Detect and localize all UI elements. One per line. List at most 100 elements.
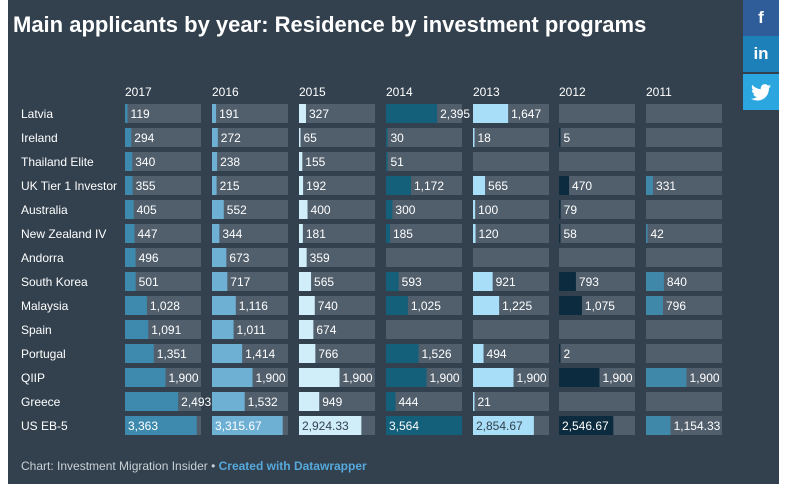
bar-value-label: 1,900	[517, 371, 547, 385]
bar-value-label: 192	[306, 179, 326, 193]
linkedin-share-button[interactable]: in	[743, 36, 779, 72]
year-header: 2012	[559, 85, 586, 99]
bar-track	[559, 152, 635, 171]
bar	[212, 368, 253, 387]
bar-track	[212, 128, 288, 147]
bar-value-label: 673	[229, 251, 249, 265]
bar-track	[212, 104, 288, 123]
bar	[299, 248, 307, 267]
year-header: 2013	[473, 85, 500, 99]
bar	[386, 200, 393, 219]
bar	[386, 152, 388, 171]
bar-track	[386, 320, 462, 339]
bar	[386, 176, 411, 195]
bar	[125, 128, 132, 147]
twitter-share-button[interactable]	[743, 74, 779, 110]
facebook-share-button[interactable]: f	[743, 0, 779, 36]
bar-value-label: 740	[318, 299, 338, 313]
twitter-icon	[751, 83, 771, 100]
bar-value-label: 2,546.67	[562, 419, 609, 433]
bar	[125, 272, 136, 291]
bar-track	[559, 344, 635, 363]
row-label: Greece	[21, 395, 61, 409]
bar-track	[473, 344, 549, 363]
bar-value-label: 793	[579, 275, 599, 289]
bar-value-label: 18	[478, 131, 492, 145]
bar	[646, 296, 663, 315]
bar-value-label: 3,564	[389, 419, 419, 433]
bar	[646, 176, 654, 195]
bar-value-label: 238	[220, 155, 240, 169]
row-label: UK Tier 1 Investor	[21, 179, 117, 193]
bar-value-label: 1,011	[237, 323, 266, 337]
bar-value-label: 1,900	[256, 371, 286, 385]
bar-value-label: 1,025	[411, 299, 441, 313]
bar-value-label: 593	[402, 275, 422, 289]
bar	[125, 224, 135, 243]
bar-track	[473, 128, 549, 147]
bar-value-label: 30	[391, 131, 405, 145]
bar-value-label: 359	[310, 251, 330, 265]
bar	[473, 392, 475, 411]
bar-track	[212, 152, 288, 171]
bar-value-label: 565	[488, 179, 508, 193]
bar-value-label: 840	[667, 275, 687, 289]
bar-value-label: 674	[316, 323, 336, 337]
bar-value-label: 1,532	[248, 395, 278, 409]
bar-value-label: 155	[305, 155, 325, 169]
row-label: Malaysia	[21, 299, 69, 313]
bar-value-label: 79	[564, 203, 578, 217]
bar-value-label: 58	[564, 227, 578, 241]
bar	[212, 224, 220, 243]
bar-value-label: 796	[666, 299, 686, 313]
facebook-icon: f	[758, 8, 764, 27]
bar-track	[299, 224, 375, 243]
bar-track	[125, 224, 201, 243]
bar-value-label: 1,075	[585, 299, 615, 313]
bar	[299, 320, 314, 339]
bar-value-label: 1,526	[422, 347, 452, 361]
bar	[473, 128, 475, 147]
bar	[299, 224, 303, 243]
bar-track	[125, 200, 201, 219]
bar-track	[212, 176, 288, 195]
chart-title: Main applicants by year: Residence by in…	[13, 12, 647, 37]
datawrapper-link[interactable]: Created with Datawrapper	[218, 459, 367, 473]
bar-value-label: 1,900	[343, 371, 373, 385]
bar-track	[646, 176, 722, 195]
bar	[299, 200, 308, 219]
bar-track	[559, 272, 635, 291]
bar-track	[386, 392, 462, 411]
bar-track	[212, 224, 288, 243]
bar	[212, 248, 227, 267]
bar-track	[212, 248, 288, 267]
bar	[559, 416, 614, 435]
bar-value-label: 565	[314, 275, 334, 289]
bar	[212, 320, 234, 339]
bar-value-label: 185	[393, 227, 413, 241]
bar	[473, 344, 484, 363]
bar	[299, 368, 340, 387]
bar-value-label: 1,028	[150, 299, 180, 313]
bar	[299, 296, 315, 315]
bar-value-label: 100	[478, 203, 498, 217]
bar	[473, 272, 493, 291]
bar-value-label: 552	[227, 203, 247, 217]
bar-value-label: 215	[220, 179, 240, 193]
bar-value-label: 294	[134, 131, 154, 145]
bar-track	[386, 152, 462, 171]
bar	[125, 296, 147, 315]
bar	[299, 104, 306, 123]
bar-track	[646, 200, 722, 219]
bar-track	[646, 152, 722, 171]
bar	[299, 272, 312, 291]
bar-track	[473, 320, 549, 339]
bar	[386, 272, 399, 291]
bar	[559, 176, 570, 195]
bar-track	[646, 272, 722, 291]
bar-track	[646, 296, 722, 315]
bar-value-label: 1,414	[245, 347, 275, 361]
bar-value-label: 494	[487, 347, 507, 361]
bar-track	[212, 200, 288, 219]
